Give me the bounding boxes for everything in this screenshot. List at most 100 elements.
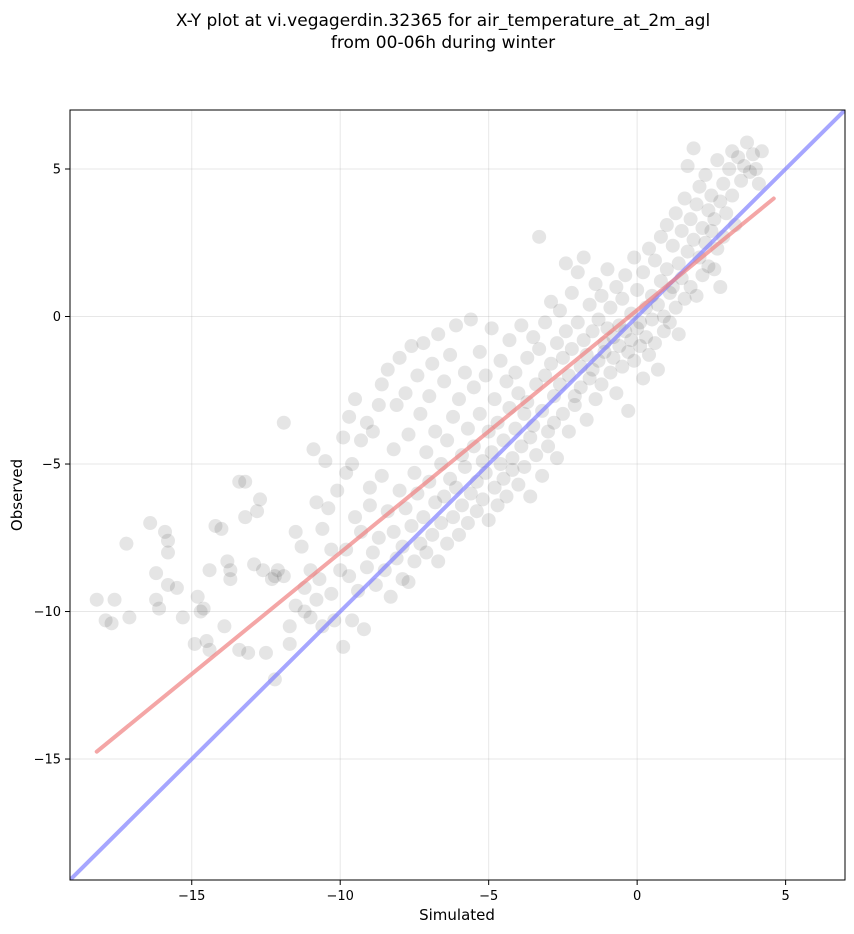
data-point (579, 347, 594, 362)
data-point (98, 613, 113, 628)
data-point (401, 427, 416, 442)
data-point (603, 365, 618, 380)
data-point (523, 430, 538, 445)
data-point (214, 521, 229, 536)
data-point (653, 229, 668, 244)
data-point (742, 164, 757, 179)
data-point (345, 457, 360, 472)
data-point (582, 371, 597, 386)
data-point (321, 501, 336, 516)
data-point (431, 554, 446, 569)
data-point (653, 274, 668, 289)
data-point (336, 639, 351, 654)
data-point (659, 262, 674, 277)
data-point (707, 212, 722, 227)
data-point (508, 365, 523, 380)
data-point (472, 406, 487, 421)
data-point (517, 406, 532, 421)
data-point (324, 586, 339, 601)
x-tick-label: 5 (781, 889, 789, 904)
data-point (704, 188, 719, 203)
data-point (544, 294, 559, 309)
data-point (600, 262, 615, 277)
data-point (588, 277, 603, 292)
data-point (107, 592, 122, 607)
data-point (454, 498, 469, 513)
data-point (710, 153, 725, 168)
data-point (238, 474, 253, 489)
data-point (502, 333, 517, 348)
data-point (425, 356, 440, 371)
data-point (267, 672, 282, 687)
data-point (621, 403, 636, 418)
data-point (665, 238, 680, 253)
data-point (745, 147, 760, 162)
data-point (451, 527, 466, 542)
data-point (549, 336, 564, 351)
data-point (707, 262, 722, 277)
data-point (582, 297, 597, 312)
data-point (487, 480, 502, 495)
data-point (701, 203, 716, 218)
data-point (564, 285, 579, 300)
data-point (312, 572, 327, 587)
identity-line (70, 110, 845, 880)
data-point (327, 613, 342, 628)
data-point (374, 377, 389, 392)
data-point (701, 259, 716, 274)
data-point (683, 280, 698, 295)
data-point (538, 315, 553, 330)
data-point (630, 282, 645, 297)
data-point (555, 406, 570, 421)
data-point (659, 218, 674, 233)
data-point (671, 256, 686, 271)
data-point (404, 518, 419, 533)
data-point (570, 315, 585, 330)
data-point (636, 371, 651, 386)
data-point (416, 336, 431, 351)
data-point (434, 516, 449, 531)
data-point (362, 498, 377, 513)
data-point (330, 483, 345, 498)
data-point (686, 232, 701, 247)
data-point (505, 462, 520, 477)
data-point (493, 457, 508, 472)
data-point (656, 324, 671, 339)
data-point (175, 610, 190, 625)
data-point (478, 368, 493, 383)
data-point (585, 324, 600, 339)
data-point (493, 353, 508, 368)
data-point (383, 589, 398, 604)
data-point (576, 250, 591, 265)
data-point (621, 344, 636, 359)
data-point (541, 424, 556, 439)
data-point (264, 572, 279, 587)
data-point (541, 439, 556, 454)
data-point (371, 530, 386, 545)
data-point (484, 321, 499, 336)
data-point (365, 545, 380, 560)
data-point (671, 327, 686, 342)
data-point (119, 536, 134, 551)
grid-lines (70, 110, 845, 880)
data-point (609, 280, 624, 295)
data-point (348, 392, 363, 407)
data-point (348, 510, 363, 525)
data-point (499, 489, 514, 504)
data-point (306, 442, 321, 457)
data-point (223, 563, 238, 578)
reference-lines (70, 110, 845, 880)
data-point (160, 577, 175, 592)
data-point (689, 197, 704, 212)
data-point (704, 223, 719, 238)
data-point (196, 601, 211, 616)
data-point (692, 179, 707, 194)
data-point (413, 536, 428, 551)
data-point (446, 409, 461, 424)
data-point (371, 398, 386, 413)
data-point (633, 339, 648, 354)
data-point (505, 451, 520, 466)
data-point (374, 468, 389, 483)
data-point (303, 610, 318, 625)
data-point (475, 492, 490, 507)
